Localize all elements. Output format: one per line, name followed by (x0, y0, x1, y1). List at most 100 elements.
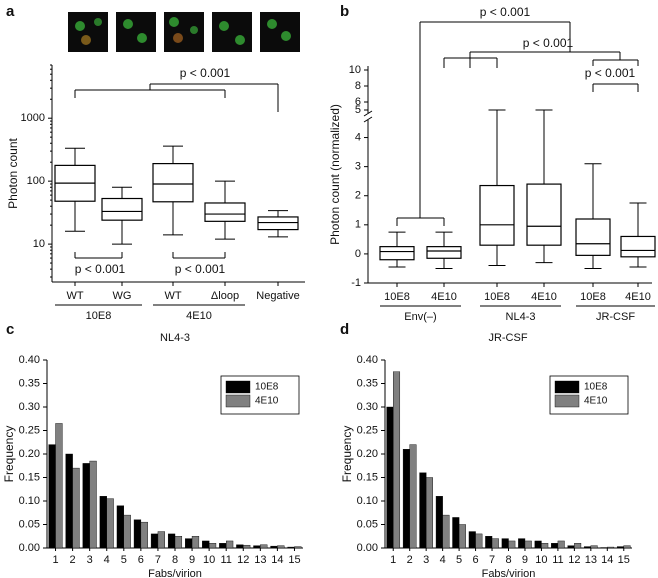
bar (219, 543, 227, 549)
x-tick-label: 2 (407, 554, 413, 566)
bar (243, 544, 251, 549)
x-tick-label: 8 (505, 554, 511, 566)
x-tick-label: 13 (254, 554, 266, 566)
axis-break (363, 116, 373, 123)
bar (452, 517, 460, 549)
y-tick-label: 0.30 (19, 401, 40, 413)
x-tick-label: 7 (489, 554, 495, 566)
bar (174, 536, 183, 549)
annotation: p < 0.001 (75, 262, 126, 276)
y-axis-label: Frequency (340, 426, 354, 483)
x-axis-label: Fabs/virion (148, 568, 202, 578)
y-tick-label: -1 (351, 277, 361, 289)
bar (574, 543, 582, 549)
particle (94, 18, 102, 26)
bar (157, 531, 165, 549)
bar (551, 543, 559, 549)
box (152, 163, 194, 203)
x-tick-label: 4 (104, 554, 110, 566)
bar (475, 533, 483, 549)
x-tick-label: 14 (271, 554, 283, 566)
y-tick-label: 1000 (21, 112, 45, 124)
panel-label: b (340, 3, 349, 20)
thumbnail (260, 12, 300, 52)
x-tick-label: 11 (220, 554, 231, 566)
legend-swatch (225, 394, 251, 408)
bar (89, 460, 97, 549)
particle (173, 33, 183, 43)
x-tick-label: 5 (456, 554, 462, 566)
bar (590, 545, 598, 549)
particle (169, 17, 179, 27)
box (101, 197, 143, 221)
bar (140, 521, 148, 549)
x-tick-label: 11 (552, 554, 563, 566)
box (526, 183, 562, 246)
annotation: p < 0.001 (480, 5, 531, 19)
y-tick-label: 0.20 (19, 448, 40, 460)
x-tick-label: 4E10 (531, 291, 557, 303)
y-tick-label: 10 (349, 64, 361, 76)
x-tick-label: 1 (52, 554, 58, 566)
bar (65, 453, 73, 549)
x-tick-label: 2 (70, 554, 76, 566)
panel-label: a (6, 3, 15, 20)
legend-label: 4E10 (255, 396, 279, 407)
particle (235, 35, 245, 45)
panel-label: d (340, 321, 349, 338)
bar (485, 536, 493, 549)
y-tick-label: 0.40 (19, 354, 40, 366)
annotation: p < 0.001 (175, 262, 226, 276)
chart-title: NL4-3 (160, 332, 190, 344)
y-tick-label: 1 (355, 219, 361, 231)
particle (137, 33, 147, 43)
y-axis-label: Frequency (2, 426, 16, 483)
bar (72, 467, 80, 549)
bar (501, 538, 509, 549)
bar (541, 543, 549, 549)
bar (402, 449, 410, 549)
bar (294, 546, 302, 549)
thumbnail (212, 12, 252, 52)
bar (435, 496, 443, 549)
bar (567, 545, 575, 549)
bar (185, 538, 193, 549)
x-tick-label: 5 (121, 554, 127, 566)
group-label: 4E10 (186, 310, 212, 322)
y-tick-label: 6 (355, 96, 361, 108)
particle (281, 31, 291, 41)
thumbnail (116, 12, 156, 52)
y-tick-label: 0.10 (19, 495, 40, 507)
bar (167, 533, 176, 549)
x-tick-label: 6 (473, 554, 479, 566)
x-tick-label: Δloop (211, 290, 239, 302)
particle (219, 21, 229, 31)
thumbnail (68, 12, 108, 52)
x-tick-label: 13 (585, 554, 597, 566)
y-tick-label: 3 (355, 161, 361, 173)
particle (81, 35, 91, 45)
bar (287, 546, 295, 549)
box (620, 235, 656, 258)
bar (277, 545, 285, 549)
group-label: JR-CSF (596, 311, 635, 323)
x-tick-label: Negative (256, 290, 299, 302)
box (479, 184, 515, 246)
legend-label: 10E8 (584, 382, 608, 393)
group-label: Env(–) (404, 311, 436, 323)
bar (442, 514, 450, 549)
y-axis-label: Photon count (6, 137, 20, 208)
bar (48, 444, 56, 549)
x-tick-label: 10 (203, 554, 215, 566)
y-tick-label: 2 (355, 190, 361, 202)
bar (99, 496, 107, 549)
y-tick-label: 0.15 (357, 471, 378, 483)
bar (393, 371, 401, 549)
bar (202, 540, 210, 549)
bar (123, 514, 131, 549)
bar (270, 545, 278, 549)
bar (208, 543, 217, 549)
chart-title: JR-CSF (488, 332, 527, 344)
x-tick-label: WT (66, 290, 83, 302)
x-tick-label: 10 (535, 554, 547, 566)
